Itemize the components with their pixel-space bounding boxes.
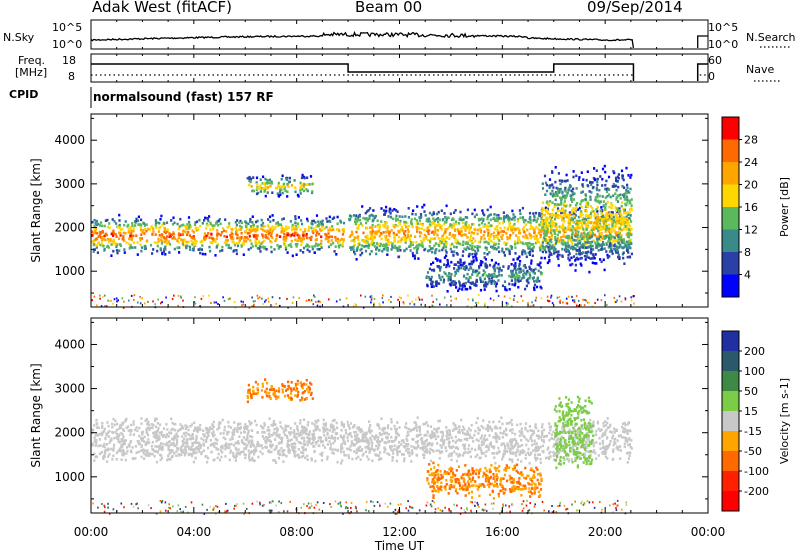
y-tick-label: 2000 [54, 221, 85, 235]
x-tick-label: 04:00 [177, 525, 212, 539]
echo-band-power [540, 164, 633, 274]
echo-band-velocity [426, 461, 543, 500]
colorbar-tick-label: -200 [744, 485, 769, 498]
noise-panel-frame [90, 19, 709, 50]
echo-band-power [91, 213, 346, 258]
y-tick-label: 2000 [54, 426, 85, 440]
colorbar-tick-label: 15 [744, 405, 758, 418]
noise-left-tick-top: 10^5 [52, 21, 83, 34]
noise-sky-label: N.Sky [3, 31, 35, 44]
colorbar-swatch [722, 139, 739, 163]
x-tick-label: 00:00 [691, 525, 726, 539]
colorbar-swatch [722, 274, 739, 298]
x-tick-label: 20:00 [588, 525, 623, 539]
colorbar-tick-label: 100 [744, 365, 765, 378]
x-tick-label: 16:00 [485, 525, 520, 539]
y-tick-label: 1000 [54, 264, 85, 278]
colorbar-swatch [722, 331, 739, 352]
colorbar-swatch [722, 184, 739, 208]
y-axis-label: Slant Range [km] [29, 363, 43, 467]
colorbar-tick-label: 20 [744, 179, 758, 192]
y-tick-label: 4000 [54, 337, 85, 351]
noise-right-tick-top: 10^5 [708, 21, 739, 34]
colorbar-tick-label: -50 [744, 445, 762, 458]
colorbar-swatch [722, 252, 739, 275]
freq-left-tick-bottom: 8 [68, 70, 75, 83]
frequency-line-end [696, 63, 708, 81]
colorbar-tick-label: 8 [744, 246, 751, 259]
colorbar-frame [721, 330, 740, 512]
y-tick-label: 4000 [54, 133, 85, 147]
panel-power [91, 164, 635, 309]
colorbar-swatch [722, 431, 739, 452]
colorbar-swatch [722, 451, 739, 472]
colorbar-swatch [722, 471, 739, 492]
freq-left-tick-top: 18 [62, 54, 76, 67]
colorbar-swatch [722, 351, 739, 372]
date-title: 09/Sep/2014 [587, 0, 683, 16]
echo-band-power [348, 203, 633, 264]
echo-band-velocity [91, 416, 633, 465]
frequency-line [91, 63, 635, 81]
nave-label: Nave [746, 63, 775, 76]
noise-left-tick-bottom: 10^0 [52, 38, 83, 51]
colorbar-swatch [722, 162, 739, 185]
colorbar-tick-label: 4 [744, 269, 751, 282]
colorbar-swatch [722, 411, 739, 432]
y-tick-label: 3000 [54, 382, 85, 396]
noise-right-tick-bottom: 10^0 [708, 38, 739, 51]
colorbar-tick-label: 200 [744, 345, 765, 358]
panel-velocity [91, 378, 633, 515]
colorbar-tick-label: 28 [744, 134, 758, 147]
colorbar-swatch [722, 207, 739, 230]
noise-sky-line-end [697, 35, 708, 48]
colorbar-swatch [722, 391, 739, 412]
colorbar-tick-label: -15 [744, 425, 762, 438]
colorbar-swatch [722, 491, 739, 512]
colorbar-tick-label: -100 [744, 465, 769, 478]
noise-search-label: N.Search [746, 31, 796, 44]
nave-right-tick-top: 60 [708, 54, 722, 67]
x-axis-label: Time UT [374, 539, 425, 553]
beam-title: Beam 00 [355, 0, 423, 16]
cpid-value: normalsound (fast) 157 RF [93, 90, 274, 104]
station-title: Adak West (fitACF) [92, 0, 232, 16]
freq-label: Freq. [18, 54, 46, 67]
panel-frame-velocity [90, 317, 709, 514]
cpid-label: CPID [9, 88, 39, 101]
colorbar-tick-label: 24 [744, 156, 758, 169]
freq-panel-frame [90, 53, 709, 83]
nave-right-tick-bottom: 0 [708, 70, 715, 83]
colorbar-tick-label: 50 [744, 385, 758, 398]
colorbar-tick-label: 12 [744, 224, 758, 237]
y-axis-label: Slant Range [km] [29, 158, 43, 262]
colorbar-label: Velocity [m s-1] [778, 378, 791, 464]
colorbar-swatch [722, 229, 739, 253]
echo-band-power [246, 173, 315, 198]
colorbar-label: Power [dB] [778, 177, 791, 237]
x-tick-label: 12:00 [382, 525, 417, 539]
y-tick-label: 3000 [54, 177, 85, 191]
noise-sky-line [90, 30, 635, 49]
echo-band-velocity [246, 378, 314, 404]
echo-band-power [425, 257, 543, 293]
echo-band-velocity [553, 395, 595, 470]
colorbar-swatch [722, 371, 739, 392]
colorbar-swatch [722, 117, 739, 140]
y-tick-label: 1000 [54, 470, 85, 484]
x-tick-label: 00:00 [74, 525, 109, 539]
colorbar-tick-label: 16 [744, 201, 758, 214]
x-tick-label: 08:00 [279, 525, 314, 539]
freq-unit-label: [MHz] [15, 66, 48, 79]
